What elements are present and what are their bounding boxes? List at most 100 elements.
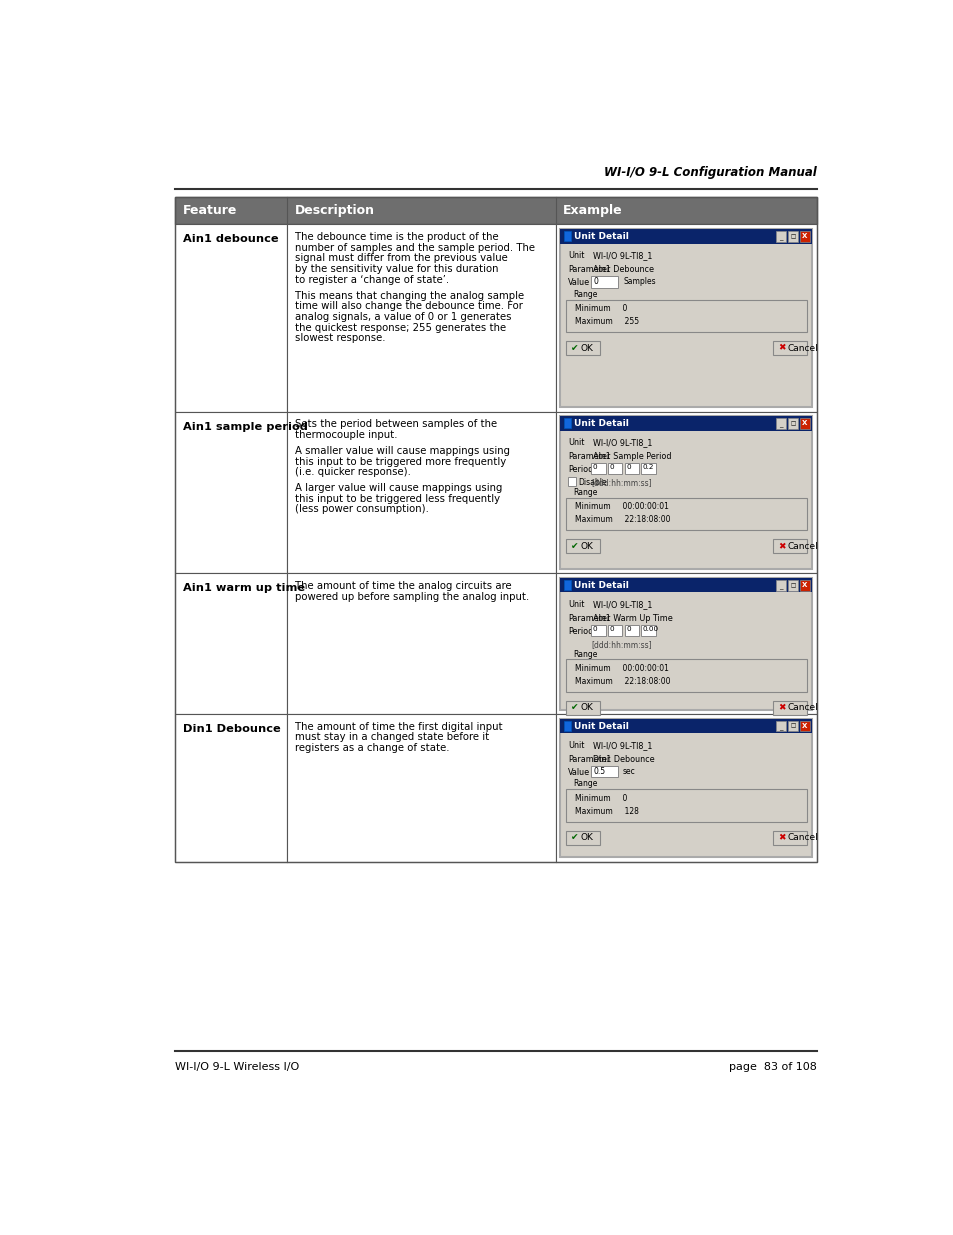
- Polygon shape: [607, 463, 621, 474]
- Text: Feature: Feature: [183, 204, 237, 217]
- Text: Range: Range: [573, 290, 598, 299]
- Polygon shape: [565, 831, 599, 845]
- Text: signal must differ from the previous value: signal must differ from the previous val…: [294, 253, 507, 263]
- Text: Range: Range: [573, 779, 598, 788]
- Polygon shape: [559, 719, 811, 857]
- Text: X: X: [801, 582, 806, 588]
- Polygon shape: [565, 498, 806, 530]
- Text: ✖: ✖: [778, 542, 784, 551]
- Polygon shape: [555, 714, 816, 862]
- Text: X: X: [801, 420, 806, 426]
- Polygon shape: [559, 578, 811, 593]
- Polygon shape: [567, 478, 575, 485]
- Polygon shape: [563, 580, 571, 590]
- Polygon shape: [775, 231, 785, 242]
- Polygon shape: [624, 463, 639, 474]
- Text: Samples: Samples: [622, 277, 655, 285]
- Text: 0: 0: [609, 626, 614, 631]
- Text: Parameter: Parameter: [567, 755, 610, 763]
- Text: Ain1 Debounce: Ain1 Debounce: [592, 264, 653, 274]
- Text: Range: Range: [573, 650, 598, 658]
- Polygon shape: [772, 831, 806, 845]
- Text: this input to be triggered more frequently: this input to be triggered more frequent…: [294, 457, 506, 467]
- Polygon shape: [799, 419, 809, 429]
- Polygon shape: [287, 573, 555, 714]
- Text: number of samples and the sample period. The: number of samples and the sample period.…: [294, 243, 535, 253]
- Polygon shape: [640, 463, 655, 474]
- Text: ✔: ✔: [571, 343, 578, 352]
- Polygon shape: [559, 228, 811, 406]
- Text: 0: 0: [609, 464, 614, 469]
- Text: Minimum     0: Minimum 0: [575, 794, 627, 803]
- Text: The amount of time the analog circuits are: The amount of time the analog circuits a…: [294, 580, 511, 590]
- Text: OK: OK: [579, 704, 593, 713]
- Polygon shape: [787, 419, 797, 429]
- Text: Value: Value: [567, 278, 590, 288]
- Text: A larger value will cause mappings using: A larger value will cause mappings using: [294, 483, 502, 493]
- Text: must stay in a changed state before it: must stay in a changed state before it: [294, 732, 489, 742]
- Polygon shape: [775, 579, 785, 590]
- Polygon shape: [787, 721, 797, 731]
- Text: Value: Value: [567, 768, 590, 777]
- Text: WI-I/O 9L-TI8_1: WI-I/O 9L-TI8_1: [592, 741, 652, 750]
- Polygon shape: [565, 540, 599, 553]
- Text: the quickest response; 255 generates the: the quickest response; 255 generates the: [294, 322, 506, 332]
- Text: Minimum     0: Minimum 0: [575, 304, 627, 314]
- Polygon shape: [559, 578, 811, 710]
- Polygon shape: [559, 228, 811, 243]
- Text: by the sensitivity value for this duration: by the sensitivity value for this durati…: [294, 264, 498, 274]
- Polygon shape: [287, 411, 555, 573]
- Text: □: □: [789, 583, 795, 588]
- Text: WI-I/O 9L-TI8_1: WI-I/O 9L-TI8_1: [592, 438, 652, 447]
- Text: WI-I/O 9L-TI8_1: WI-I/O 9L-TI8_1: [592, 600, 652, 609]
- Polygon shape: [563, 231, 571, 241]
- Text: This means that changing the analog sample: This means that changing the analog samp…: [294, 290, 523, 300]
- Polygon shape: [559, 416, 811, 431]
- Text: this input to be triggered less frequently: this input to be triggered less frequent…: [294, 494, 499, 504]
- Text: ✖: ✖: [778, 343, 784, 352]
- Text: Parameter: Parameter: [567, 452, 610, 461]
- Text: Ain1 Warm Up Time: Ain1 Warm Up Time: [592, 614, 672, 622]
- Polygon shape: [640, 625, 655, 636]
- Text: Cancel: Cancel: [786, 834, 817, 842]
- Text: powered up before sampling the analog input.: powered up before sampling the analog in…: [294, 592, 529, 601]
- Text: analog signals, a value of 0 or 1 generates: analog signals, a value of 0 or 1 genera…: [294, 312, 511, 322]
- Text: Unit: Unit: [567, 741, 584, 750]
- Text: ✖: ✖: [778, 704, 784, 713]
- Text: 0: 0: [625, 464, 630, 469]
- Text: Cancel: Cancel: [786, 704, 817, 713]
- Text: ✔: ✔: [571, 834, 578, 842]
- Text: ✔: ✔: [571, 704, 578, 713]
- Text: Description: Description: [294, 204, 375, 217]
- Text: Cancel: Cancel: [786, 343, 817, 352]
- Text: WI-I/O 9L-TI8_1: WI-I/O 9L-TI8_1: [592, 252, 652, 261]
- Text: 0: 0: [592, 464, 597, 469]
- Polygon shape: [772, 540, 806, 553]
- Text: Unit Detail: Unit Detail: [574, 232, 628, 241]
- Polygon shape: [787, 579, 797, 590]
- Text: Minimum     00:00:00:01: Minimum 00:00:00:01: [575, 503, 668, 511]
- Text: Maximum     22:18:08:00: Maximum 22:18:08:00: [575, 677, 670, 687]
- Polygon shape: [559, 719, 811, 734]
- Text: slowest response.: slowest response.: [294, 333, 385, 343]
- Text: X: X: [801, 233, 806, 240]
- Text: 0: 0: [593, 277, 598, 285]
- Text: Unit Detail: Unit Detail: [574, 580, 628, 589]
- Polygon shape: [775, 721, 785, 731]
- Text: Range: Range: [573, 488, 598, 496]
- Text: 0: 0: [592, 626, 597, 631]
- Text: Ain1 warm up time: Ain1 warm up time: [183, 583, 305, 593]
- Text: Parameter: Parameter: [567, 264, 610, 274]
- Text: Maximum     22:18:08:00: Maximum 22:18:08:00: [575, 515, 670, 525]
- Text: _: _: [779, 725, 781, 731]
- Text: _: _: [779, 584, 781, 590]
- Text: OK: OK: [579, 834, 593, 842]
- Text: 0.2: 0.2: [642, 464, 654, 469]
- Polygon shape: [287, 225, 555, 411]
- Polygon shape: [174, 714, 287, 862]
- Text: Period: Period: [567, 466, 593, 474]
- Text: (i.e. quicker response).: (i.e. quicker response).: [294, 467, 411, 477]
- Text: OK: OK: [579, 542, 593, 551]
- Text: Din1 Debounce: Din1 Debounce: [592, 755, 654, 763]
- Polygon shape: [287, 714, 555, 862]
